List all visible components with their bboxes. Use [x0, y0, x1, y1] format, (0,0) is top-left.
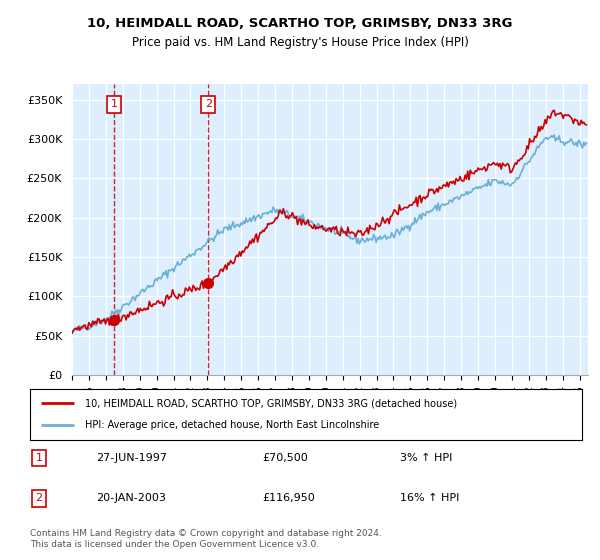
Text: 10, HEIMDALL ROAD, SCARTHO TOP, GRIMSBY, DN33 3RG: 10, HEIMDALL ROAD, SCARTHO TOP, GRIMSBY,…	[87, 17, 513, 30]
Text: 27-JUN-1997: 27-JUN-1997	[96, 453, 167, 463]
Text: Price paid vs. HM Land Registry's House Price Index (HPI): Price paid vs. HM Land Registry's House …	[131, 36, 469, 49]
Text: £116,950: £116,950	[262, 493, 314, 503]
Text: 16% ↑ HPI: 16% ↑ HPI	[400, 493, 459, 503]
Text: 20-JAN-2003: 20-JAN-2003	[96, 493, 166, 503]
Text: 3% ↑ HPI: 3% ↑ HPI	[400, 453, 452, 463]
Text: 2: 2	[35, 493, 43, 503]
Text: 2: 2	[205, 100, 212, 109]
Text: Contains HM Land Registry data © Crown copyright and database right 2024.
This d: Contains HM Land Registry data © Crown c…	[30, 529, 382, 549]
Text: 1: 1	[35, 453, 43, 463]
Text: £70,500: £70,500	[262, 453, 308, 463]
Text: HPI: Average price, detached house, North East Lincolnshire: HPI: Average price, detached house, Nort…	[85, 421, 379, 431]
Text: 1: 1	[110, 100, 118, 109]
Text: 10, HEIMDALL ROAD, SCARTHO TOP, GRIMSBY, DN33 3RG (detached house): 10, HEIMDALL ROAD, SCARTHO TOP, GRIMSBY,…	[85, 398, 457, 408]
